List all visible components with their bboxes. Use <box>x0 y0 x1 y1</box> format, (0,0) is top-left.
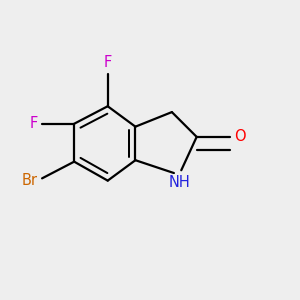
Text: F: F <box>29 116 38 131</box>
Text: F: F <box>103 55 112 70</box>
Text: O: O <box>235 129 246 144</box>
Text: NH: NH <box>168 175 190 190</box>
Text: Br: Br <box>22 173 38 188</box>
